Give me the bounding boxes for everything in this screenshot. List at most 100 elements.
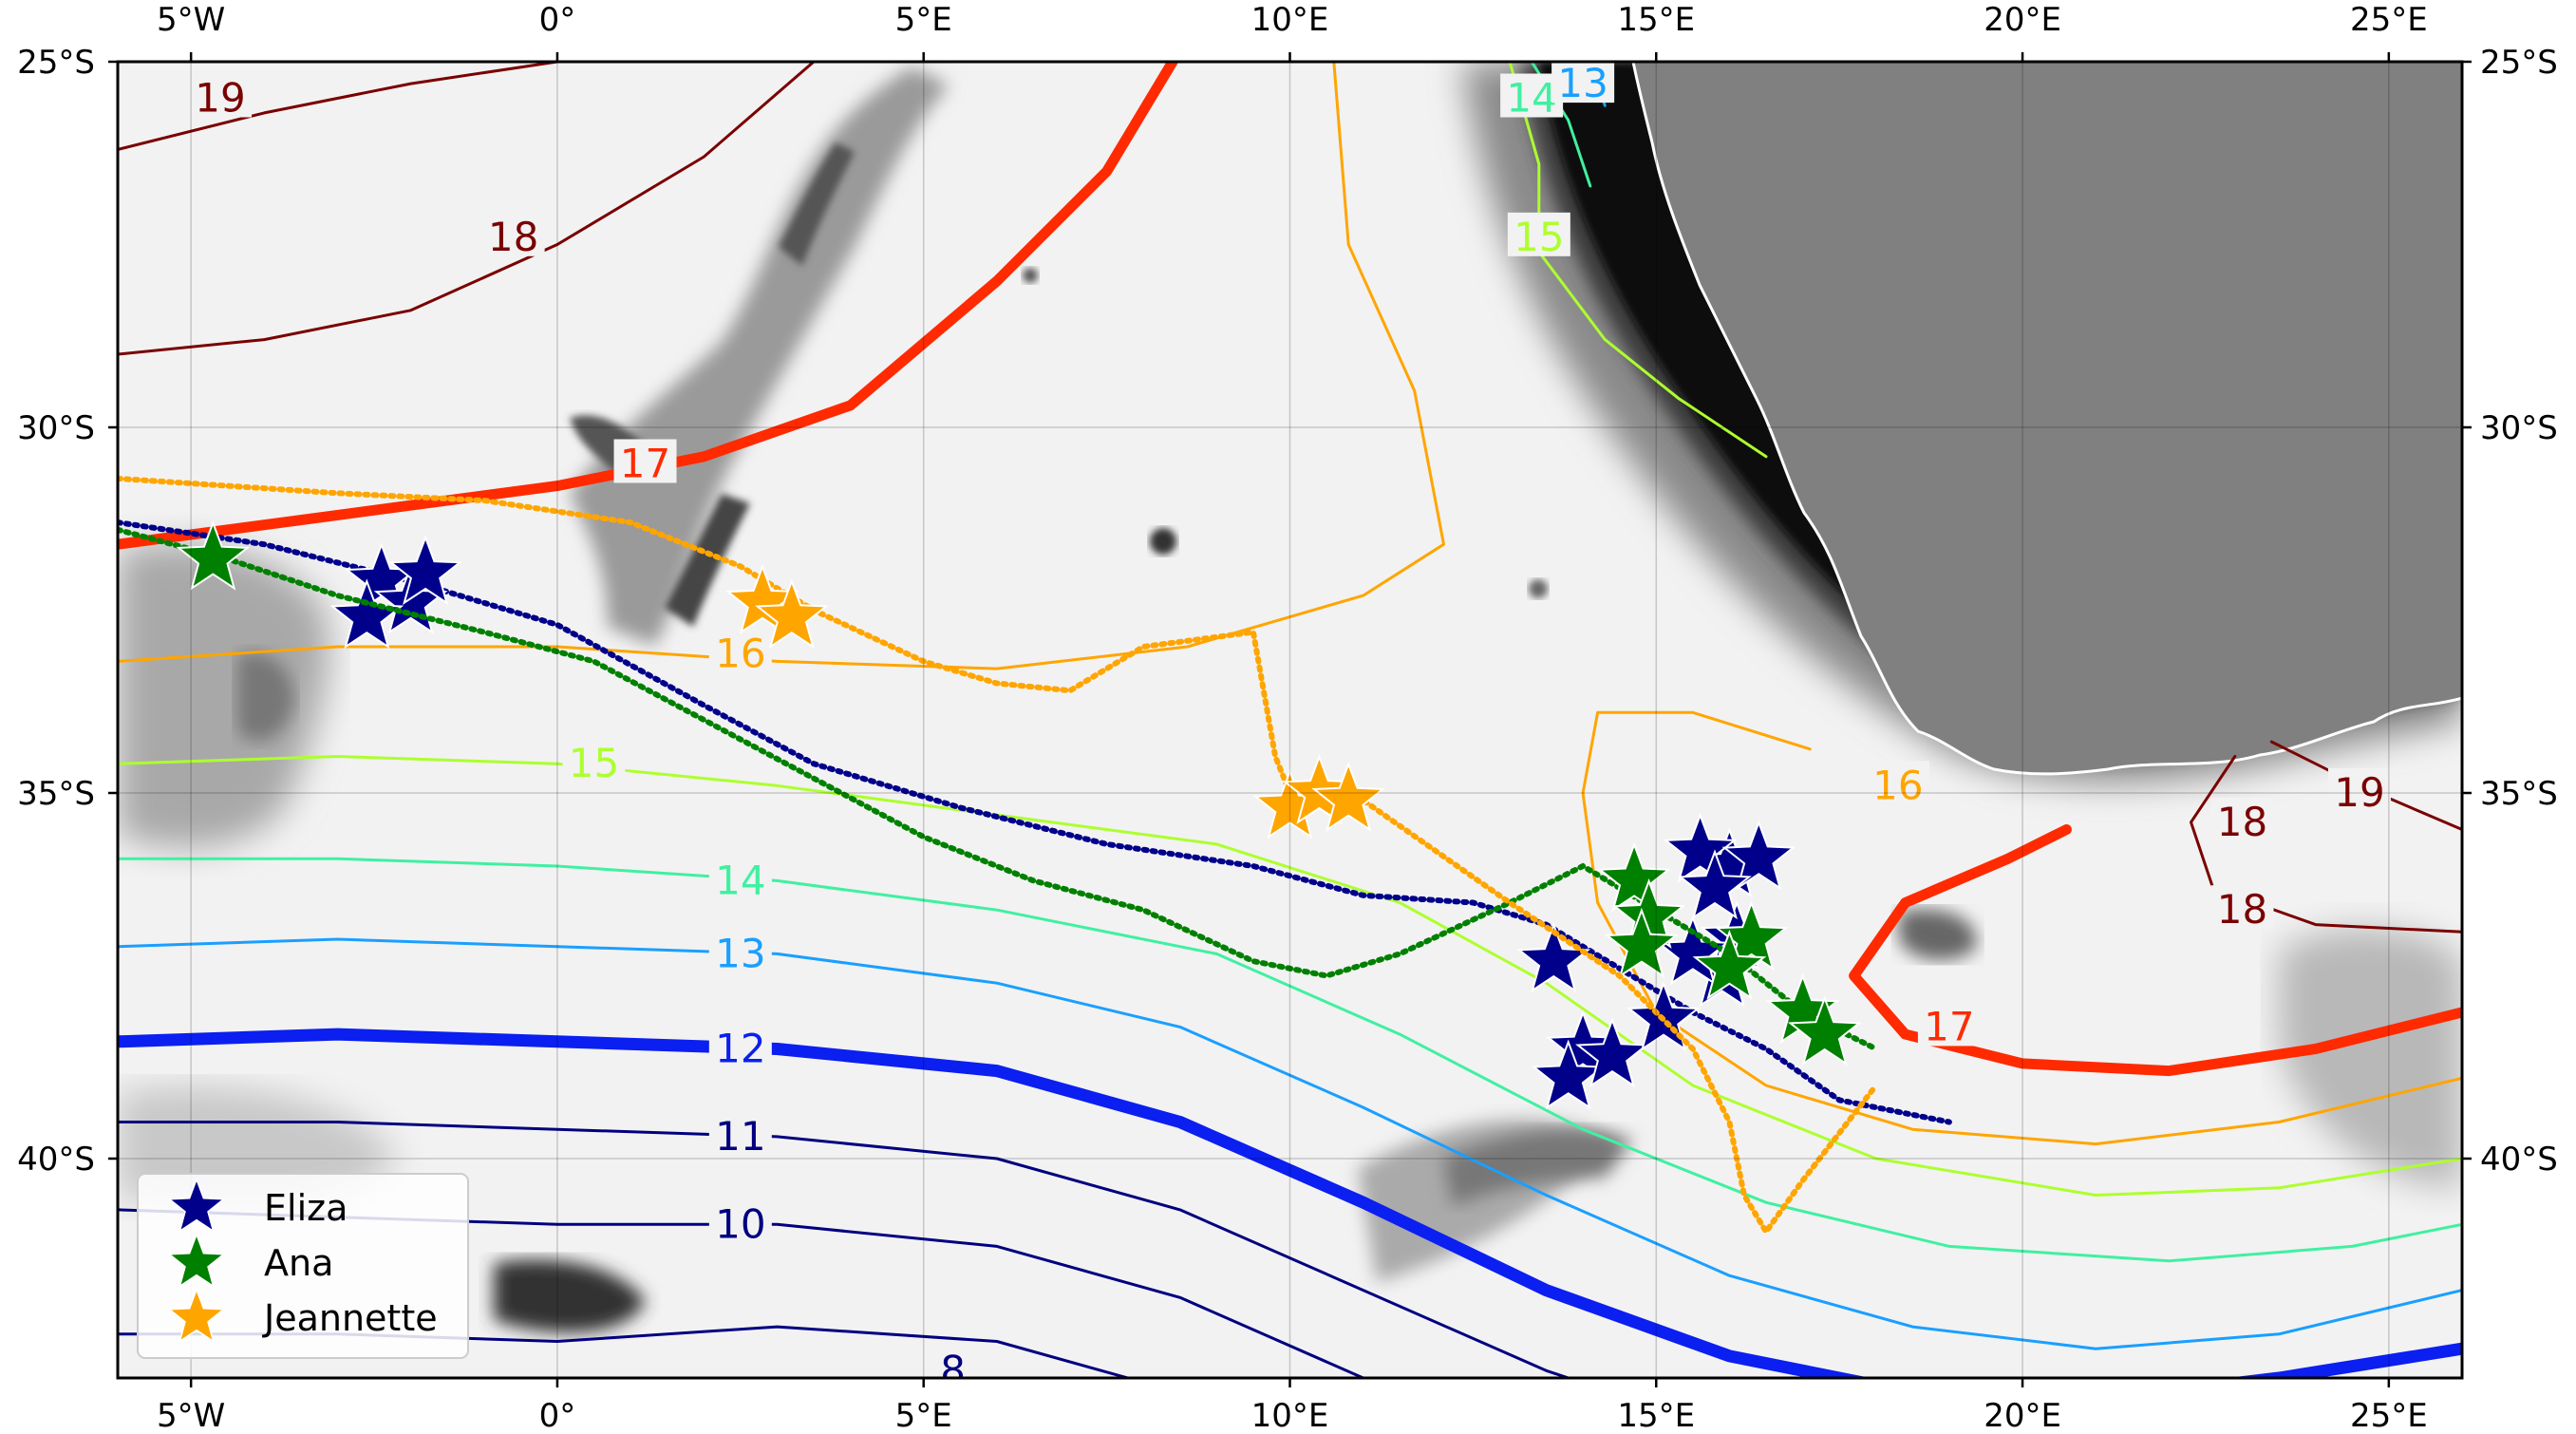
contour-label-bg [2327, 768, 2391, 812]
star-marker-jeannette-4 [1311, 761, 1386, 832]
contour-label-18-1: 18 [2217, 799, 2267, 845]
contour-label-bg [1866, 761, 1929, 805]
contour-label-bg [708, 1199, 772, 1244]
contour-13: 13 13 [118, 60, 2462, 1350]
lon-tick-label-bottom: 20°E [1984, 1397, 2061, 1434]
contour-label-bg [2210, 797, 2274, 841]
lon-tick-label-top: 25°E [2350, 1, 2428, 39]
contour-label-bg [708, 629, 772, 673]
contour-line-13-0 [118, 937, 2462, 1350]
star-marker-eliza-13 [1721, 820, 1796, 891]
contour-line-17-1 [1849, 824, 2462, 1077]
star-marker-eliza-12 [1663, 812, 1738, 883]
legend-star-icon [167, 1232, 226, 1289]
star-marker-ana-7 [1787, 995, 1862, 1066]
lat-tick-label-right: 35°S [2480, 775, 2558, 813]
contour-label-8-0: 8 [940, 1347, 966, 1393]
contour-line-15-0 [118, 755, 2462, 1197]
contour-line-17-0 [118, 62, 1178, 550]
star-marker-eliza-6 [1531, 1039, 1606, 1110]
contour-label-11-0: 11 [715, 1113, 765, 1160]
star-marker-eliza-7 [1575, 1017, 1649, 1088]
contour-14: 14 14 [118, 62, 2462, 1263]
lat-tick-label-left: 30°S [17, 409, 95, 447]
land-africa [1631, 62, 2462, 776]
contour-label-12-0: 12 [715, 1026, 765, 1072]
contour-label-bg [708, 929, 772, 973]
legend: Eliza Ana Jeannette [137, 1173, 469, 1359]
track-ana [118, 519, 1879, 1066]
contour-label-bg [708, 1024, 772, 1068]
contour-label-bg [1551, 62, 1615, 104]
contour-label-bg [481, 212, 545, 256]
lon-tick-label-top: 5°E [895, 1, 952, 39]
lat-tick-label-left: 40°S [17, 1141, 95, 1179]
contour-18: 18 18 18 [118, 62, 2462, 934]
star-marker-ana-1 [1597, 841, 1672, 913]
contour-label-10-0: 10 [715, 1200, 765, 1247]
contour-label-bg [708, 1111, 772, 1156]
contour-label-bg [2210, 885, 2274, 930]
lat-tick-label-right: 40°S [2480, 1141, 2558, 1179]
contour-label-bg [933, 1346, 972, 1378]
contour-label-13-0: 13 [715, 930, 765, 976]
contour-label-14-0: 14 [715, 857, 765, 903]
contour-label-18-0: 18 [488, 214, 538, 260]
lon-tick-label-bottom: 5°W [157, 1397, 225, 1434]
lon-tick-label-top: 15°E [1617, 1, 1695, 39]
lat-tick-label-left: 35°S [17, 775, 95, 813]
lon-tick-label-bottom: 10°E [1251, 1397, 1329, 1434]
star-marker-ana-3 [1604, 907, 1679, 978]
contour-label-bg [708, 856, 772, 900]
lon-tick-label-top: 20°E [1984, 1, 2061, 39]
gridlines [118, 61, 2462, 1378]
track-eliza [118, 519, 1952, 1125]
legend-label-eliza: Eliza [264, 1187, 348, 1229]
star-marker-ana-5 [1692, 929, 1767, 1000]
star-marker-jeannette-1 [754, 578, 829, 650]
track-jeannette [118, 475, 1879, 1237]
contour-label-16-1: 16 [1872, 762, 1923, 808]
lat-tick-label-left: 25°S [17, 44, 95, 82]
contour-label-bg [613, 439, 677, 483]
lon-tick-label-bottom: 25°E [2350, 1397, 2428, 1434]
lon-tick-label-top: 0° [539, 1, 576, 39]
contour-label-13-1: 13 [1557, 60, 1608, 106]
track-path-jeannette [118, 475, 1879, 1237]
contour-8: 8 [933, 1346, 972, 1393]
lon-tick-label-bottom: 15°E [1617, 1397, 1695, 1434]
lon-tick-label-bottom: 5°E [895, 1397, 952, 1434]
contour-label-bg [1507, 212, 1570, 256]
lon-tick-label-bottom: 0° [539, 1397, 576, 1434]
contour-label-bg [189, 73, 253, 118]
contour-line-14-0 [118, 857, 2462, 1263]
lon-tick-label-top: 10°E [1251, 1, 1329, 39]
track-path-eliza [118, 519, 1952, 1125]
contour-label-bg [1917, 1002, 1981, 1047]
contour-line-15-1 [1508, 62, 1768, 459]
tick-layer: 5°W 5°W 0° 0° 5°E 5°E 10°E 10°E 15°E 15°E 20°E 20°E… [17, 1, 2558, 1434]
legend-star-icon [167, 1177, 226, 1234]
contour-label-14-1: 14 [1506, 75, 1556, 122]
contour-label-18-2: 18 [2217, 886, 2267, 933]
contour-label-19-1: 19 [2334, 769, 2384, 816]
contour-label-19-0: 19 [195, 75, 245, 122]
star-marker-ana-4 [1714, 900, 1789, 971]
contour-line-18-0 [118, 62, 816, 356]
lat-tick-label-right: 30°S [2480, 409, 2558, 447]
contour-11: 11 [118, 1111, 1573, 1378]
contour-line-12-0 [118, 1028, 2462, 1378]
contour-label-15-1: 15 [1514, 214, 1564, 260]
contour-label-15-0: 15 [569, 740, 619, 786]
star-marker-eliza-3 [388, 535, 462, 606]
lon-tick-label-top: 5°W [157, 1, 225, 39]
lat-tick-label-right: 25°S [2480, 44, 2558, 82]
contour-line-16-0 [118, 62, 1445, 670]
star-marker-eliza-2 [329, 578, 404, 650]
contour-label-17-1: 17 [1924, 1003, 1974, 1049]
legend-label-ana: Ana [264, 1242, 333, 1284]
